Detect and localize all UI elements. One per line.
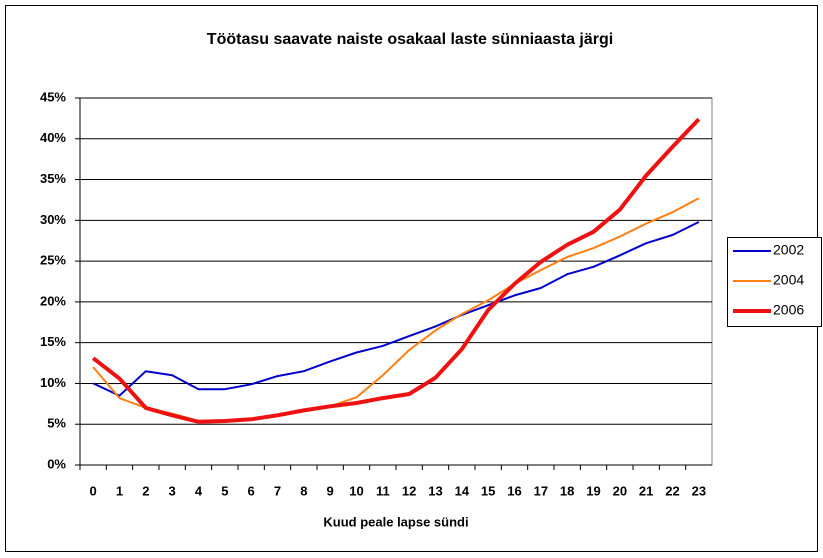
- series-line: [92, 221, 700, 397]
- y-tick-label: 40%: [40, 130, 66, 145]
- legend-label: 2004: [773, 272, 804, 288]
- x-tick-label: 5: [221, 483, 228, 498]
- x-tick-label: 16: [507, 483, 521, 498]
- x-tick-label: 18: [560, 483, 574, 498]
- chart-title: Töötasu saavate naiste osakaal laste sün…: [207, 31, 613, 48]
- x-axis-label: Kuud peale lapse sündi: [323, 514, 468, 529]
- y-tick-label: 25%: [40, 253, 66, 268]
- x-tick-label: 2: [142, 483, 149, 498]
- y-tick-label: 15%: [40, 334, 66, 349]
- x-tick-label: 1: [116, 483, 123, 498]
- plot-area: [79, 97, 713, 466]
- y-tick-label: 45%: [40, 89, 66, 104]
- x-tick-label: 9: [327, 483, 334, 498]
- legend-label: 2002: [773, 242, 804, 258]
- series-line: [91, 117, 701, 424]
- x-tick-label: 4: [195, 483, 203, 498]
- x-tick-label: 19: [586, 483, 600, 498]
- y-tick-label: 5%: [47, 416, 66, 431]
- y-tick-label: 20%: [40, 293, 66, 308]
- y-tick-label: 35%: [40, 171, 66, 186]
- x-tick-label: 11: [376, 483, 390, 498]
- x-tick-label: 22: [665, 483, 679, 498]
- x-tick-label: 0: [90, 483, 97, 498]
- x-tick-label: 15: [481, 483, 495, 498]
- x-tick-label: 23: [692, 483, 706, 498]
- y-tick-label: 10%: [40, 375, 66, 390]
- y-tick-label: 30%: [40, 212, 66, 227]
- x-tick-label: 6: [248, 483, 255, 498]
- y-tick-label: 0%: [47, 456, 66, 471]
- legend-label: 2006: [773, 302, 804, 318]
- x-tick-label: 20: [613, 483, 627, 498]
- x-tick-label: 17: [534, 483, 548, 498]
- x-tick-label: 21: [639, 483, 653, 498]
- x-tick-label: 13: [428, 483, 442, 498]
- x-tick-label: 12: [402, 483, 416, 498]
- x-tick-label: 3: [169, 483, 176, 498]
- x-tick-label: 10: [349, 483, 363, 498]
- x-tick-label: 8: [300, 483, 307, 498]
- x-tick-label: 14: [455, 483, 470, 498]
- x-tick-label: 7: [274, 483, 281, 498]
